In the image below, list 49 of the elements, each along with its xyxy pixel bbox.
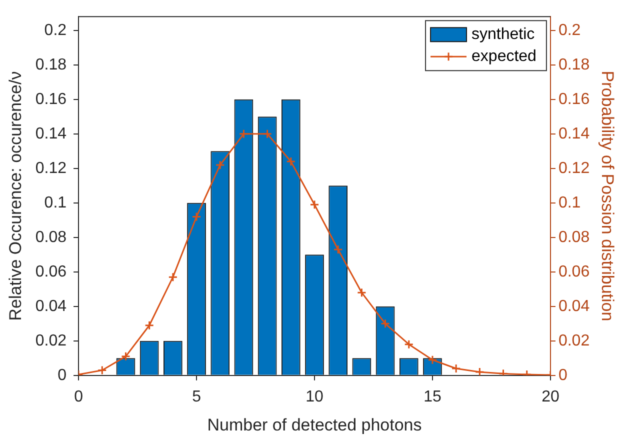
- y2-tick-label: 0.14: [558, 125, 590, 142]
- point: [356, 288, 366, 298]
- x-axis-title: Number of detected photons: [207, 415, 422, 434]
- y-tick-label: 0.18: [35, 56, 67, 74]
- y2-tick-label: 0: [558, 366, 568, 384]
- point: [404, 340, 414, 350]
- y-tick-label: 0: [58, 366, 67, 384]
- y-tick-label: 0.06: [35, 263, 67, 280]
- y2-tick-label: 0.08: [558, 228, 590, 246]
- point: [144, 320, 154, 330]
- x-tick-label: 15: [424, 388, 442, 406]
- y2-tick-label: 0.1: [558, 194, 581, 212]
- y2-tick-label: 0.12: [558, 160, 590, 177]
- point: [310, 200, 320, 210]
- y-tick-label: 0.04: [35, 298, 67, 315]
- point: [215, 160, 225, 170]
- y-tick-label: 0.08: [35, 228, 67, 246]
- point: [120, 352, 130, 362]
- y2-tick-label: 0.18: [558, 56, 590, 74]
- point: [238, 129, 248, 139]
- point: [192, 212, 202, 222]
- x-tick-label: 20: [542, 388, 560, 406]
- y2-tick-label: 0.16: [558, 90, 590, 108]
- y2-tick-label: 0.06: [558, 263, 590, 280]
- point: [474, 367, 484, 376]
- y-tick-label: 0.16: [35, 90, 67, 108]
- point: [262, 129, 272, 139]
- y-tick-label: 0.2: [44, 22, 67, 39]
- y-tick-label: 0.12: [35, 160, 67, 177]
- y2-tick-label: 0.04: [558, 298, 590, 315]
- y-tick-label: 0.02: [35, 332, 67, 350]
- point: [168, 272, 178, 282]
- point: [97, 365, 107, 375]
- point: [286, 156, 296, 166]
- y-tick-label: 0.14: [35, 125, 67, 142]
- point: [428, 355, 438, 365]
- y2-tick-label: 0.02: [558, 332, 590, 350]
- x-tick-label: 10: [306, 388, 324, 406]
- point: [380, 318, 390, 328]
- legend-label: expected: [472, 48, 536, 66]
- x-tick-label: 0: [74, 388, 84, 406]
- legend-label: synthetic: [472, 26, 535, 44]
- point: [451, 364, 461, 374]
- x-tick-label: 5: [192, 388, 202, 406]
- y2-tick-label: 0.2: [558, 22, 581, 39]
- y-axis-title: Relative Occurence: occurence/ν: [6, 71, 25, 321]
- y2-axis-title: Probability of Possion distribution: [598, 70, 618, 322]
- y-tick-label: 0.1: [44, 194, 67, 212]
- point: [333, 244, 343, 254]
